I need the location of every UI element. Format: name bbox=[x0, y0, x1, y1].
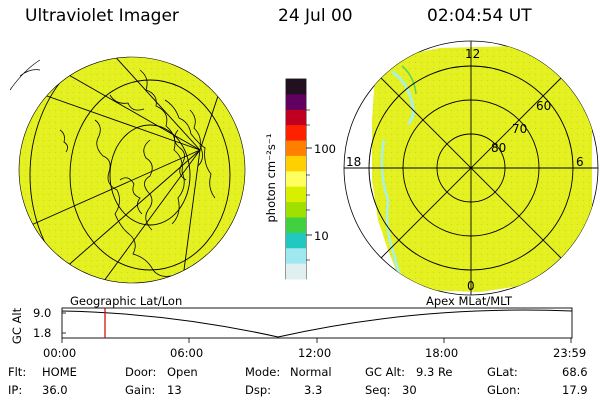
door-value: Open bbox=[167, 365, 198, 379]
y-tick-high: 9.0 bbox=[33, 306, 52, 320]
colorbar-swatch bbox=[286, 79, 306, 95]
colorbar-swatch bbox=[286, 94, 306, 111]
colorbar bbox=[285, 78, 312, 280]
x-tick-1800: 18:00 bbox=[425, 346, 459, 360]
colorbar-swatch bbox=[286, 248, 306, 265]
gc-alt-label: GC Alt: bbox=[365, 365, 406, 379]
x-tick-1200: 12:00 bbox=[298, 346, 332, 360]
apex-image: 12 18 6 0 60 70 80 bbox=[343, 40, 599, 296]
glat-label: GLat: bbox=[487, 365, 518, 379]
mlt-label-6: 6 bbox=[576, 155, 584, 169]
colorbar-swatch bbox=[286, 186, 306, 203]
mlat-label-70: 70 bbox=[512, 122, 527, 136]
dsp-value: 3.3 bbox=[304, 383, 323, 397]
flt-label: Flt: bbox=[8, 365, 27, 379]
instrument-title: Ultraviolet Imager bbox=[25, 6, 179, 26]
gc-alt-value: 9.3 Re bbox=[416, 365, 453, 379]
glon-label: GLon: bbox=[487, 383, 521, 397]
colorbar-swatch bbox=[286, 171, 306, 188]
colorbar-unit-label: photon cm⁻²s⁻¹ bbox=[264, 133, 278, 223]
mlat-label-60: 60 bbox=[536, 99, 551, 113]
mlt-label-18: 18 bbox=[346, 155, 361, 169]
colorbar-swatch bbox=[286, 125, 306, 142]
coastlines bbox=[59, 69, 216, 277]
gc-alt-axis-label: GC Alt bbox=[10, 307, 24, 345]
flt-value: HOME bbox=[42, 365, 77, 379]
mode-value: Normal bbox=[290, 365, 332, 379]
colorbar-swatch bbox=[286, 109, 306, 126]
colorbar-swatch bbox=[286, 232, 306, 249]
geographic-image bbox=[9, 56, 246, 284]
mlat-label-80: 80 bbox=[491, 141, 506, 155]
colorbar-swatch bbox=[286, 263, 306, 280]
mlt-label-12: 12 bbox=[465, 47, 480, 61]
seq-value: 30 bbox=[402, 383, 417, 397]
date-label: 24 Jul 00 bbox=[278, 6, 353, 26]
ip-value: 36.0 bbox=[42, 383, 68, 397]
altitude-timeline bbox=[61, 307, 573, 343]
mlt-label-0: 0 bbox=[467, 279, 475, 293]
glon-value: 17.9 bbox=[562, 383, 588, 397]
x-tick-0600: 06:00 bbox=[170, 346, 204, 360]
geographic-label: Geographic Lat/Lon bbox=[70, 294, 183, 308]
glat-value: 68.6 bbox=[562, 365, 588, 379]
colorbar-swatch bbox=[286, 217, 306, 234]
apex-label: Apex MLat/MLT bbox=[426, 294, 513, 308]
ip-label: IP: bbox=[8, 383, 23, 397]
door-label: Door: bbox=[125, 365, 157, 379]
colorbar-swatch bbox=[286, 202, 306, 218]
gain-value: 13 bbox=[167, 383, 182, 397]
gain-label: Gain: bbox=[125, 383, 156, 397]
mlat-mlt-grid bbox=[344, 41, 598, 295]
x-tick-2359: 23:59 bbox=[553, 346, 587, 360]
auroral-oval bbox=[372, 46, 592, 292]
y-tick-low: 1.8 bbox=[33, 326, 52, 340]
colorbar-tick-10: 10 bbox=[314, 229, 329, 243]
mode-label: Mode: bbox=[245, 365, 281, 379]
dsp-label: Dsp: bbox=[245, 383, 272, 397]
time-label: 02:04:54 UT bbox=[427, 6, 532, 26]
colorbar-swatch bbox=[286, 140, 306, 157]
x-tick-0000: 00:00 bbox=[43, 346, 77, 360]
seq-label: Seq: bbox=[365, 383, 391, 397]
lat-lon-grid bbox=[19, 57, 245, 283]
colorbar-swatch bbox=[286, 155, 306, 172]
colorbar-tick-100: 100 bbox=[314, 142, 336, 156]
